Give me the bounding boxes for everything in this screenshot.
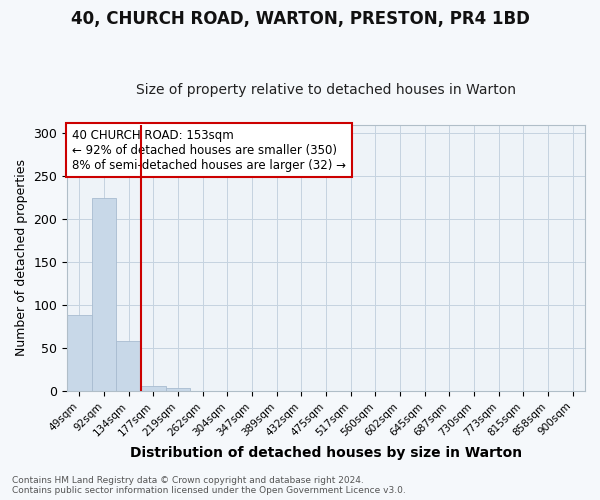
Title: Size of property relative to detached houses in Warton: Size of property relative to detached ho… [136, 83, 516, 97]
Bar [116, 341, 141, 391]
Bar [92, 198, 116, 391]
Text: 40, CHURCH ROAD, WARTON, PRESTON, PR4 1BD: 40, CHURCH ROAD, WARTON, PRESTON, PR4 1B… [71, 10, 529, 28]
Y-axis label: Number of detached properties: Number of detached properties [15, 160, 28, 356]
Text: 40 CHURCH ROAD: 153sqm
← 92% of detached houses are smaller (350)
8% of semi-det: 40 CHURCH ROAD: 153sqm ← 92% of detached… [73, 128, 346, 172]
Bar [141, 386, 166, 391]
Bar [67, 316, 92, 391]
Bar [166, 388, 190, 391]
X-axis label: Distribution of detached houses by size in Warton: Distribution of detached houses by size … [130, 446, 522, 460]
Text: Contains HM Land Registry data © Crown copyright and database right 2024.
Contai: Contains HM Land Registry data © Crown c… [12, 476, 406, 495]
